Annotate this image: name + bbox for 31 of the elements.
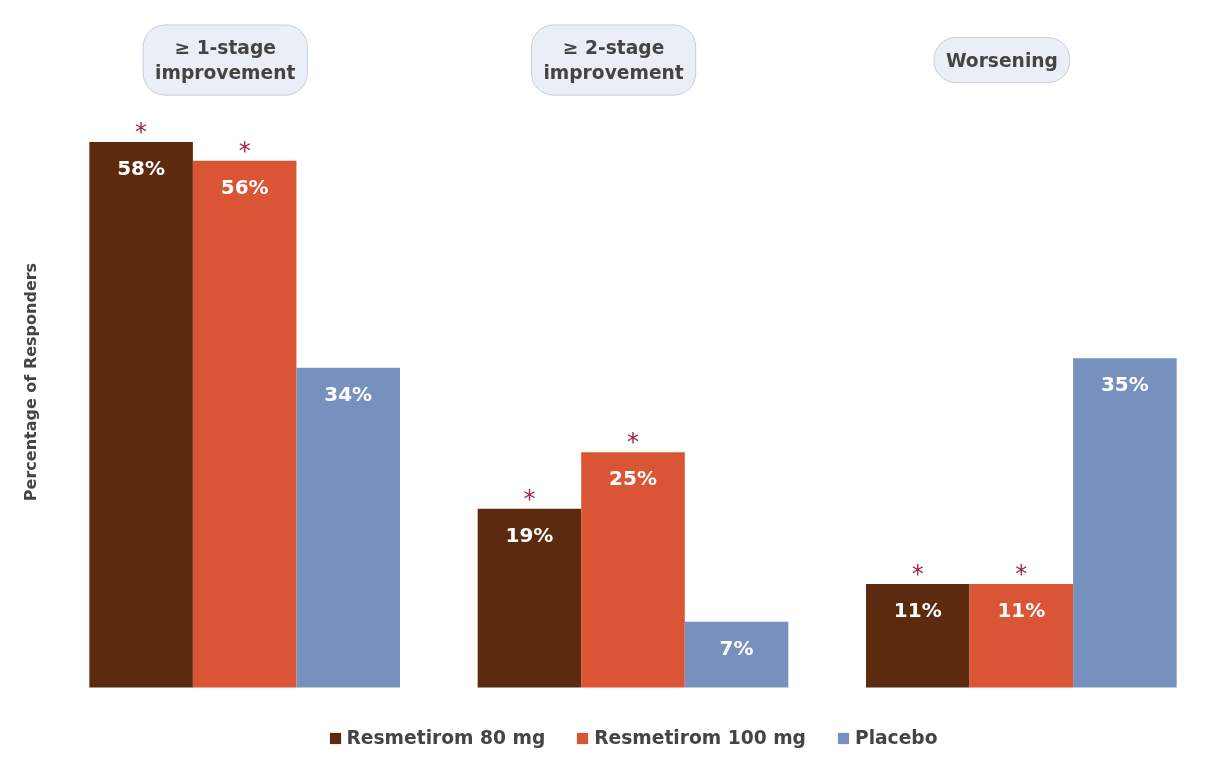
- y-axis-title: Percentage of Responders: [20, 262, 40, 502]
- bar: [477, 508, 582, 688]
- data-label: 35%: [1100, 372, 1149, 397]
- annotation: *: [238, 136, 251, 165]
- annotation: *: [627, 428, 639, 457]
- data-label: 58%: [117, 155, 166, 180]
- annotation: *: [1015, 560, 1028, 589]
- data-label: 11%: [893, 598, 942, 623]
- bar: [1073, 358, 1177, 688]
- x-tick-label: ≥ 1-stage improvement: [155, 36, 296, 84]
- bar: [866, 584, 970, 688]
- data-label: 11%: [997, 598, 1046, 623]
- bar: [296, 367, 400, 688]
- legend-label: Resmetirom 80 mg: [346, 727, 546, 748]
- bar: [581, 452, 685, 688]
- data-label: 19%: [505, 522, 554, 547]
- annotation: *: [135, 117, 148, 146]
- legend-label: Placebo: [854, 727, 938, 748]
- bar: [684, 621, 789, 688]
- x-tick-label: Worsening: [945, 49, 1058, 71]
- data-label: 7%: [719, 635, 754, 660]
- bar: [969, 584, 1074, 688]
- x-tick-label: ≥ 2-stage improvement: [543, 36, 684, 84]
- data-label: 34%: [324, 381, 373, 406]
- bar: [89, 141, 193, 688]
- bar: [192, 160, 297, 688]
- annotation: *: [911, 560, 924, 589]
- legend-label: Resmetirom 100 mg: [594, 727, 806, 748]
- data-label: 56%: [220, 174, 269, 199]
- data-label: 25%: [609, 466, 657, 491]
- annotation: *: [523, 484, 536, 513]
